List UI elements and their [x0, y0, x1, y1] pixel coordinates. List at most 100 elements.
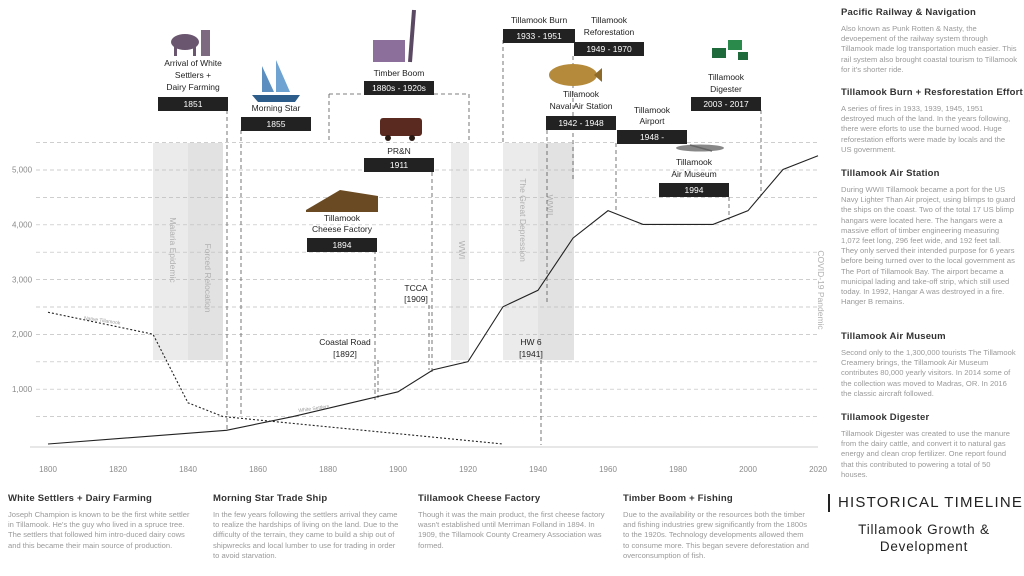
ship-sail	[262, 66, 274, 92]
milestone-label: Naval Air Station	[550, 101, 613, 111]
milestone-date: 2003 - 2017	[703, 99, 749, 109]
train-icon	[380, 118, 422, 141]
rp-title-burn: Tillamook Burn + Resforestation Effort	[841, 87, 1023, 98]
bp-body-timber: Due to the availability or the resources…	[623, 510, 810, 560]
milestone-label: Air Museum	[671, 169, 716, 179]
cow-body	[171, 34, 199, 50]
milestone-air-museum: Tillamook Air Museum 1994	[659, 157, 729, 197]
milestone-label: Cheese Factory	[312, 224, 373, 234]
heading-subtitle: Tillamook Growth & Development	[858, 522, 990, 554]
milestone-digester: Tillamook Digester 2003 - 2017	[691, 72, 761, 111]
x-tick-label: 2020	[809, 465, 827, 474]
milestone-morning-star: Morning Star 1855	[241, 103, 311, 131]
milestone-label: Dairy Farming	[166, 82, 220, 92]
milestone-date-box	[659, 183, 729, 197]
milestone-label: Tillamook	[563, 89, 600, 99]
rp-title-air-museum: Tillamook Air Museum	[841, 331, 946, 342]
cow-icon	[171, 30, 210, 56]
milestone-date-box	[617, 130, 687, 144]
x-tick-label: 2000	[739, 465, 757, 474]
milestone-label: Morning Star	[252, 103, 301, 113]
blimp-body	[549, 64, 597, 86]
crane-mast	[408, 9, 416, 63]
period-band-wwii	[538, 143, 574, 360]
rp-body-digester: Tillamook Digester was created to use th…	[841, 429, 1010, 479]
x-tick-label: 1800	[39, 465, 57, 474]
y-tick-label: 5,000	[12, 166, 33, 175]
bp-title-timber: Timber Boom + Fishing	[623, 493, 733, 504]
log-stack	[373, 40, 405, 62]
x-tick-label: 1920	[459, 465, 477, 474]
bp-title-cheese: Tillamook Cheese Factory	[418, 493, 541, 504]
annotation-label-tcca: TCCA	[404, 283, 427, 293]
bp-title-settlers: White Settlers + Dairy Farming	[8, 493, 153, 504]
milestone-label: Airport	[639, 116, 665, 126]
timber-icon	[373, 9, 416, 63]
milestone-label: Tillamook	[591, 15, 628, 25]
annotation-date-tcca: [1909]	[404, 294, 428, 304]
ship-hull	[252, 95, 300, 102]
milestone-date: 1948 -	[640, 132, 664, 142]
x-tick-label: 1820	[109, 465, 127, 474]
milestone-date-box	[364, 81, 434, 95]
milestone-date: 1994	[685, 185, 704, 195]
train-wheel	[409, 135, 415, 141]
y-tick-label: 4,000	[12, 220, 33, 229]
ship-icon	[252, 60, 300, 102]
bp-body-morning-star: In the few years following the settlers …	[213, 510, 399, 560]
train-body	[380, 118, 422, 136]
rp-title-air-station: Tillamook Air Station	[841, 168, 940, 179]
period-label-malaria: Malaria Epidemic	[168, 217, 178, 283]
blimp-fin	[594, 68, 602, 82]
plane-wing	[689, 144, 713, 152]
digester-block	[728, 40, 742, 50]
factory-icon	[306, 190, 378, 212]
period-label-forced-relocation: Forced Relocation	[203, 244, 213, 313]
x-tick-label: 1840	[179, 465, 197, 474]
milestone-date-box	[546, 116, 616, 130]
bp-body-cheese: Though it was the main product, the firs…	[418, 510, 605, 550]
milestone-label: Tillamook	[676, 157, 713, 167]
y-tick-label: 2,000	[12, 330, 33, 339]
period-band-great-depression	[503, 143, 538, 360]
milestone-date: 1942 - 1948	[558, 118, 604, 128]
ship-sail	[276, 60, 290, 92]
annotation-label-coastal-road: Coastal Road	[319, 337, 371, 347]
x-tick-label: 1860	[249, 465, 267, 474]
series-label-white-settlers: White Settlers	[298, 404, 330, 414]
milestone-prn: PR&N 1911	[364, 146, 434, 172]
period-label-covid: COVID-19 Pandemic	[816, 250, 826, 330]
y-tick-label: 3,000	[12, 275, 33, 284]
milestone-label: Digester	[710, 84, 742, 94]
rp-title-railway: Pacific Railway & Navigation	[841, 7, 976, 18]
digester-block	[738, 52, 748, 60]
x-tick-label: 1940	[529, 465, 547, 474]
blimp-icon	[549, 64, 602, 86]
farmer-figure	[201, 30, 210, 56]
milestone-label: Tillamook	[708, 72, 745, 82]
milestone-white-settlers: Arrival of White Settlers + Dairy Farming 1…	[158, 58, 228, 111]
annotation-date-hw6: [1941]	[519, 349, 543, 359]
milestone-date-box	[503, 29, 575, 43]
milestone-date-box	[691, 97, 761, 111]
heading-title: HISTORICAL TIMELINE	[838, 494, 1024, 511]
milestone-label: Settlers +	[175, 70, 211, 80]
x-tick-label: 1980	[669, 465, 687, 474]
rp-body-railway: Also known as Punk Rotten & Nasty, the d…	[841, 24, 1017, 74]
milestone-date-box	[364, 158, 434, 172]
bp-title-morning-star: Morning Star Trade Ship	[213, 493, 328, 504]
cow-leg	[174, 46, 177, 56]
train-wheel	[385, 135, 391, 141]
period-label-wwii: WWII	[545, 195, 555, 216]
milestone-label: Tillamook	[634, 105, 671, 115]
milestone-reforestation: Tillamook Reforestation 1949 - 1970	[574, 15, 644, 56]
bp-body-settlers: Joseph Champion is known to be the first…	[8, 510, 190, 550]
x-tick-label: 1960	[599, 465, 617, 474]
milestone-label: Timber Boom	[374, 68, 425, 78]
milestone-date: 1894	[333, 240, 352, 250]
milestone-date-box	[574, 42, 644, 56]
heading-accent-bar	[828, 494, 830, 512]
digester-block	[712, 48, 726, 58]
cow-leg	[193, 46, 196, 56]
